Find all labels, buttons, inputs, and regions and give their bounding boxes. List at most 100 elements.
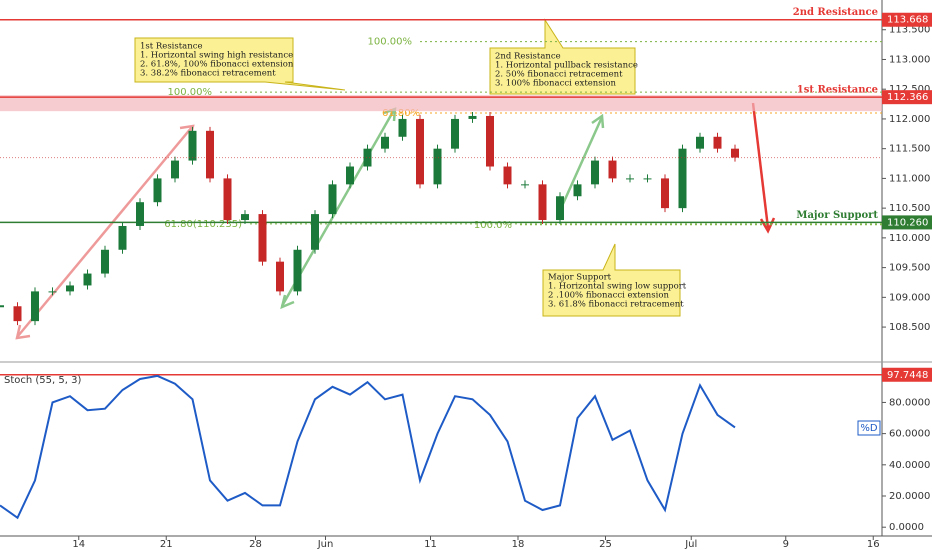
candle bbox=[206, 130, 214, 179]
y-tick-label: 109.500 bbox=[889, 263, 930, 274]
y-tick-label: 0.0000 bbox=[889, 522, 924, 533]
level-label: 113.668 bbox=[887, 15, 928, 26]
annotation-text: 1. Horizontal pullback resistance bbox=[495, 61, 638, 71]
level-tag bbox=[882, 12, 932, 27]
y-tick-label: 110.500 bbox=[889, 203, 930, 214]
y-tick-label: 109.000 bbox=[889, 292, 930, 303]
y-tick-label: 108.500 bbox=[889, 322, 930, 333]
fib-label: 100.00% bbox=[368, 37, 413, 48]
x-tick-label: 21 bbox=[160, 539, 173, 550]
candle bbox=[468, 115, 477, 119]
annotation-text: 1st Resistance bbox=[140, 42, 203, 52]
y-tick-label: 113.500 bbox=[889, 25, 930, 36]
arrow-head bbox=[280, 294, 295, 310]
candle bbox=[521, 184, 529, 186]
candle bbox=[328, 184, 337, 215]
y-tick-label: 113.000 bbox=[889, 54, 930, 65]
candle bbox=[188, 130, 197, 161]
level-label: 97.7448 bbox=[887, 370, 928, 381]
annotation-text: 3. 100% fibonacci extension bbox=[495, 79, 616, 89]
candle bbox=[538, 184, 547, 221]
candle bbox=[591, 160, 599, 185]
legend-label: %D bbox=[860, 423, 878, 434]
level-label: 112.366 bbox=[887, 92, 928, 103]
trend-arrow bbox=[556, 116, 604, 216]
candle bbox=[223, 178, 232, 221]
candle bbox=[241, 214, 249, 221]
y-tick-label: 40.0000 bbox=[889, 460, 930, 471]
annotation-text: 2. 50% fibonacci retracement bbox=[495, 70, 623, 80]
annotation-text: 1. Horizontal swing high resistance bbox=[140, 51, 293, 61]
callout-box bbox=[542, 243, 681, 317]
callout-box bbox=[489, 18, 636, 95]
candle bbox=[398, 118, 407, 137]
candle bbox=[136, 202, 144, 226]
level-name: 1st Resistance bbox=[797, 85, 878, 96]
y-tick-label: 80.0000 bbox=[889, 397, 930, 408]
trend-arrow bbox=[17, 126, 193, 337]
candle bbox=[451, 118, 459, 149]
annotation-text: 3. 38.2% fibonacci retracement bbox=[140, 69, 276, 79]
x-tick-label: 16 bbox=[867, 539, 880, 550]
y-tick-label: 111.000 bbox=[889, 173, 930, 184]
x-tick-label: 11 bbox=[424, 539, 437, 550]
candle bbox=[643, 178, 652, 180]
x-tick-label: 28 bbox=[249, 539, 262, 550]
x-tick-label: Jul bbox=[684, 539, 697, 550]
projection-arrow bbox=[751, 102, 770, 229]
candle bbox=[731, 148, 739, 158]
candle bbox=[346, 166, 354, 185]
resistance-zone bbox=[0, 95, 882, 112]
y-tick-label: 112.500 bbox=[889, 84, 930, 95]
candle bbox=[363, 148, 372, 167]
level-name: 2nd Resistance bbox=[793, 7, 878, 18]
candle bbox=[696, 136, 704, 149]
legend-tag bbox=[857, 420, 881, 436]
candle bbox=[101, 249, 109, 274]
trend-arrows bbox=[15, 102, 776, 340]
level-label: 110.260 bbox=[887, 217, 928, 228]
y-tick-label: 112.000 bbox=[889, 114, 930, 125]
annotation-text: 2 .100% fibonacci extension bbox=[548, 291, 669, 301]
candle bbox=[171, 160, 179, 179]
candle bbox=[293, 249, 302, 292]
candle bbox=[713, 136, 722, 149]
level-tag bbox=[882, 367, 932, 382]
callout-box bbox=[134, 37, 346, 91]
candle bbox=[13, 306, 22, 322]
candle bbox=[573, 184, 582, 197]
candle bbox=[66, 285, 74, 292]
candle bbox=[31, 291, 39, 322]
fib-label: 61.80(110.235) bbox=[164, 219, 242, 230]
candle bbox=[258, 214, 267, 262]
x-tick-label: Jun bbox=[317, 539, 334, 550]
callouts bbox=[134, 18, 681, 317]
candle bbox=[416, 118, 424, 185]
annotation-text: 2. 61.8%, 100% fibonacci extension bbox=[140, 60, 294, 70]
candle bbox=[276, 261, 284, 292]
candle bbox=[661, 178, 669, 209]
level-tag bbox=[882, 215, 932, 230]
annotation-text: 2nd Resistance bbox=[495, 52, 561, 62]
level-tag bbox=[882, 90, 932, 105]
y-tick-label: 60.0000 bbox=[889, 429, 930, 440]
candle bbox=[678, 148, 687, 209]
x-tick-label: 18 bbox=[512, 539, 525, 550]
candle bbox=[153, 178, 162, 203]
candle bbox=[626, 178, 634, 180]
candle bbox=[381, 136, 389, 149]
x-tick-label: 25 bbox=[599, 539, 612, 550]
candle bbox=[118, 225, 127, 250]
y-tick-label: 20.0000 bbox=[889, 491, 930, 502]
arrow-head bbox=[591, 113, 605, 129]
stoch-line bbox=[0, 374, 736, 520]
y-tick-label: 110.000 bbox=[889, 233, 930, 244]
fib-label: 100.00% bbox=[168, 87, 213, 98]
annotation-text: Major Support bbox=[548, 273, 612, 283]
x-tick-label: 9 bbox=[783, 539, 789, 550]
indicator-title: Stoch (55, 5, 3) bbox=[4, 375, 81, 386]
x-tick-label: 14 bbox=[72, 539, 85, 550]
fib-label: 61.80% bbox=[382, 108, 420, 119]
